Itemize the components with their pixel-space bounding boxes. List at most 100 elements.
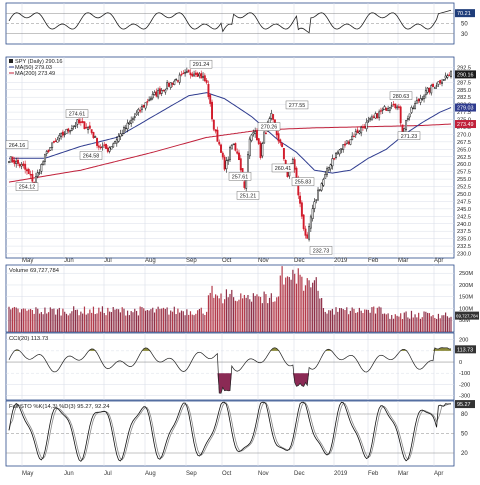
volume-bar — [383, 313, 386, 332]
candle-body — [184, 72, 187, 74]
volume-bar — [189, 311, 192, 332]
candle-body — [254, 131, 257, 134]
volume-tick-label: 50M — [459, 318, 470, 324]
month-label-top: Oct — [222, 258, 232, 264]
candle-body — [70, 128, 73, 131]
volume-bar — [162, 307, 165, 332]
volume-bar — [191, 314, 193, 332]
candle-body — [40, 164, 43, 172]
cci-tick-label: 0 — [459, 360, 462, 366]
candle-body — [370, 116, 373, 121]
price-tick-label: 257.5 — [457, 170, 471, 176]
volume-bar — [161, 308, 163, 332]
volume-bar — [400, 313, 402, 332]
candle-body — [65, 128, 68, 134]
volume-bar — [118, 309, 120, 332]
candle-body — [247, 154, 249, 175]
volume-bar — [308, 280, 310, 332]
candle-body — [344, 143, 346, 146]
volume-bar — [171, 311, 174, 332]
volume-bar — [125, 315, 127, 332]
volume-bar — [105, 315, 107, 332]
candle-body — [60, 133, 63, 138]
candle-body — [311, 208, 314, 219]
panels-layer — [5, 2, 455, 467]
candle-body — [121, 133, 124, 136]
month-label-bottom: Jun — [64, 471, 74, 477]
volume-bar — [285, 277, 287, 332]
candle-body — [419, 98, 422, 103]
candle-body — [85, 126, 88, 129]
candle-body — [94, 136, 97, 138]
volume-bar — [130, 311, 132, 332]
cci-badge-text: 113.73 — [457, 347, 473, 353]
candle-body — [388, 107, 391, 111]
candle-body — [185, 71, 188, 73]
volume-bar — [401, 319, 404, 332]
volume-bar — [391, 314, 393, 332]
candle-body — [203, 75, 206, 82]
volume-bar — [227, 297, 229, 332]
candle-body — [360, 127, 363, 134]
candle-body — [101, 146, 104, 148]
price-annotation-box — [291, 177, 315, 186]
cci-badge — [455, 345, 476, 354]
volume-bar — [333, 314, 335, 332]
volume-bar — [428, 313, 431, 332]
volume-bar — [103, 313, 105, 332]
candle-body — [106, 147, 109, 152]
month-label-bottom: Aug — [145, 471, 156, 477]
sto-tick-label: 20 — [461, 451, 468, 457]
candle-body — [424, 90, 427, 96]
volume-bar — [53, 308, 55, 332]
volume-bar — [313, 280, 316, 332]
price-tick-label: 287.5 — [457, 80, 471, 86]
price-tick-label: 250.0 — [457, 192, 471, 198]
candle-body — [114, 141, 116, 144]
volume-bar — [94, 314, 96, 332]
volume-bar — [317, 290, 319, 332]
candle-body — [353, 135, 355, 138]
volume-bar — [331, 308, 334, 332]
volume-bar — [225, 289, 228, 332]
candle-body — [304, 228, 307, 236]
volume-bar — [44, 307, 46, 332]
volume-bar — [295, 283, 298, 332]
volume-bar — [270, 293, 272, 332]
candle-body — [182, 72, 185, 75]
candle-body — [56, 139, 59, 143]
volume-bar — [148, 310, 150, 332]
volume-bar — [290, 279, 292, 332]
month-label-bottom: May — [22, 471, 33, 477]
volume-bar — [137, 315, 139, 332]
volume-bar — [430, 316, 432, 332]
volume-bar — [35, 307, 37, 332]
volume-bar — [49, 307, 51, 332]
candle-body — [45, 151, 48, 154]
candle-body — [358, 131, 361, 134]
candle-body — [281, 142, 284, 148]
candle-body — [441, 81, 443, 84]
volume-bar — [76, 309, 78, 332]
candle-body — [367, 120, 370, 122]
volume-bar — [157, 306, 159, 332]
candle-body — [423, 95, 425, 99]
volume-bar — [204, 315, 206, 332]
volume-tick-label: 150M — [459, 295, 473, 301]
legend-ma50: MA(50) 279.03 — [15, 65, 52, 71]
volume-bar — [358, 307, 360, 332]
sto-tick-label: 50 — [461, 432, 468, 438]
volume-tick-label: 100M — [459, 306, 473, 312]
volume-bar — [418, 312, 420, 332]
price-tick-label: 270.0 — [457, 132, 471, 138]
volume-bar — [126, 310, 129, 332]
volume-bar — [301, 276, 303, 332]
month-label-top: Aug — [145, 258, 156, 264]
volume-bar — [47, 312, 50, 332]
month-label-top: Sep — [186, 258, 197, 264]
volume-bar — [139, 306, 141, 332]
volume-bar — [389, 318, 391, 332]
volume-bar — [419, 318, 422, 332]
candle-body — [13, 160, 16, 164]
candle-body — [432, 84, 434, 87]
